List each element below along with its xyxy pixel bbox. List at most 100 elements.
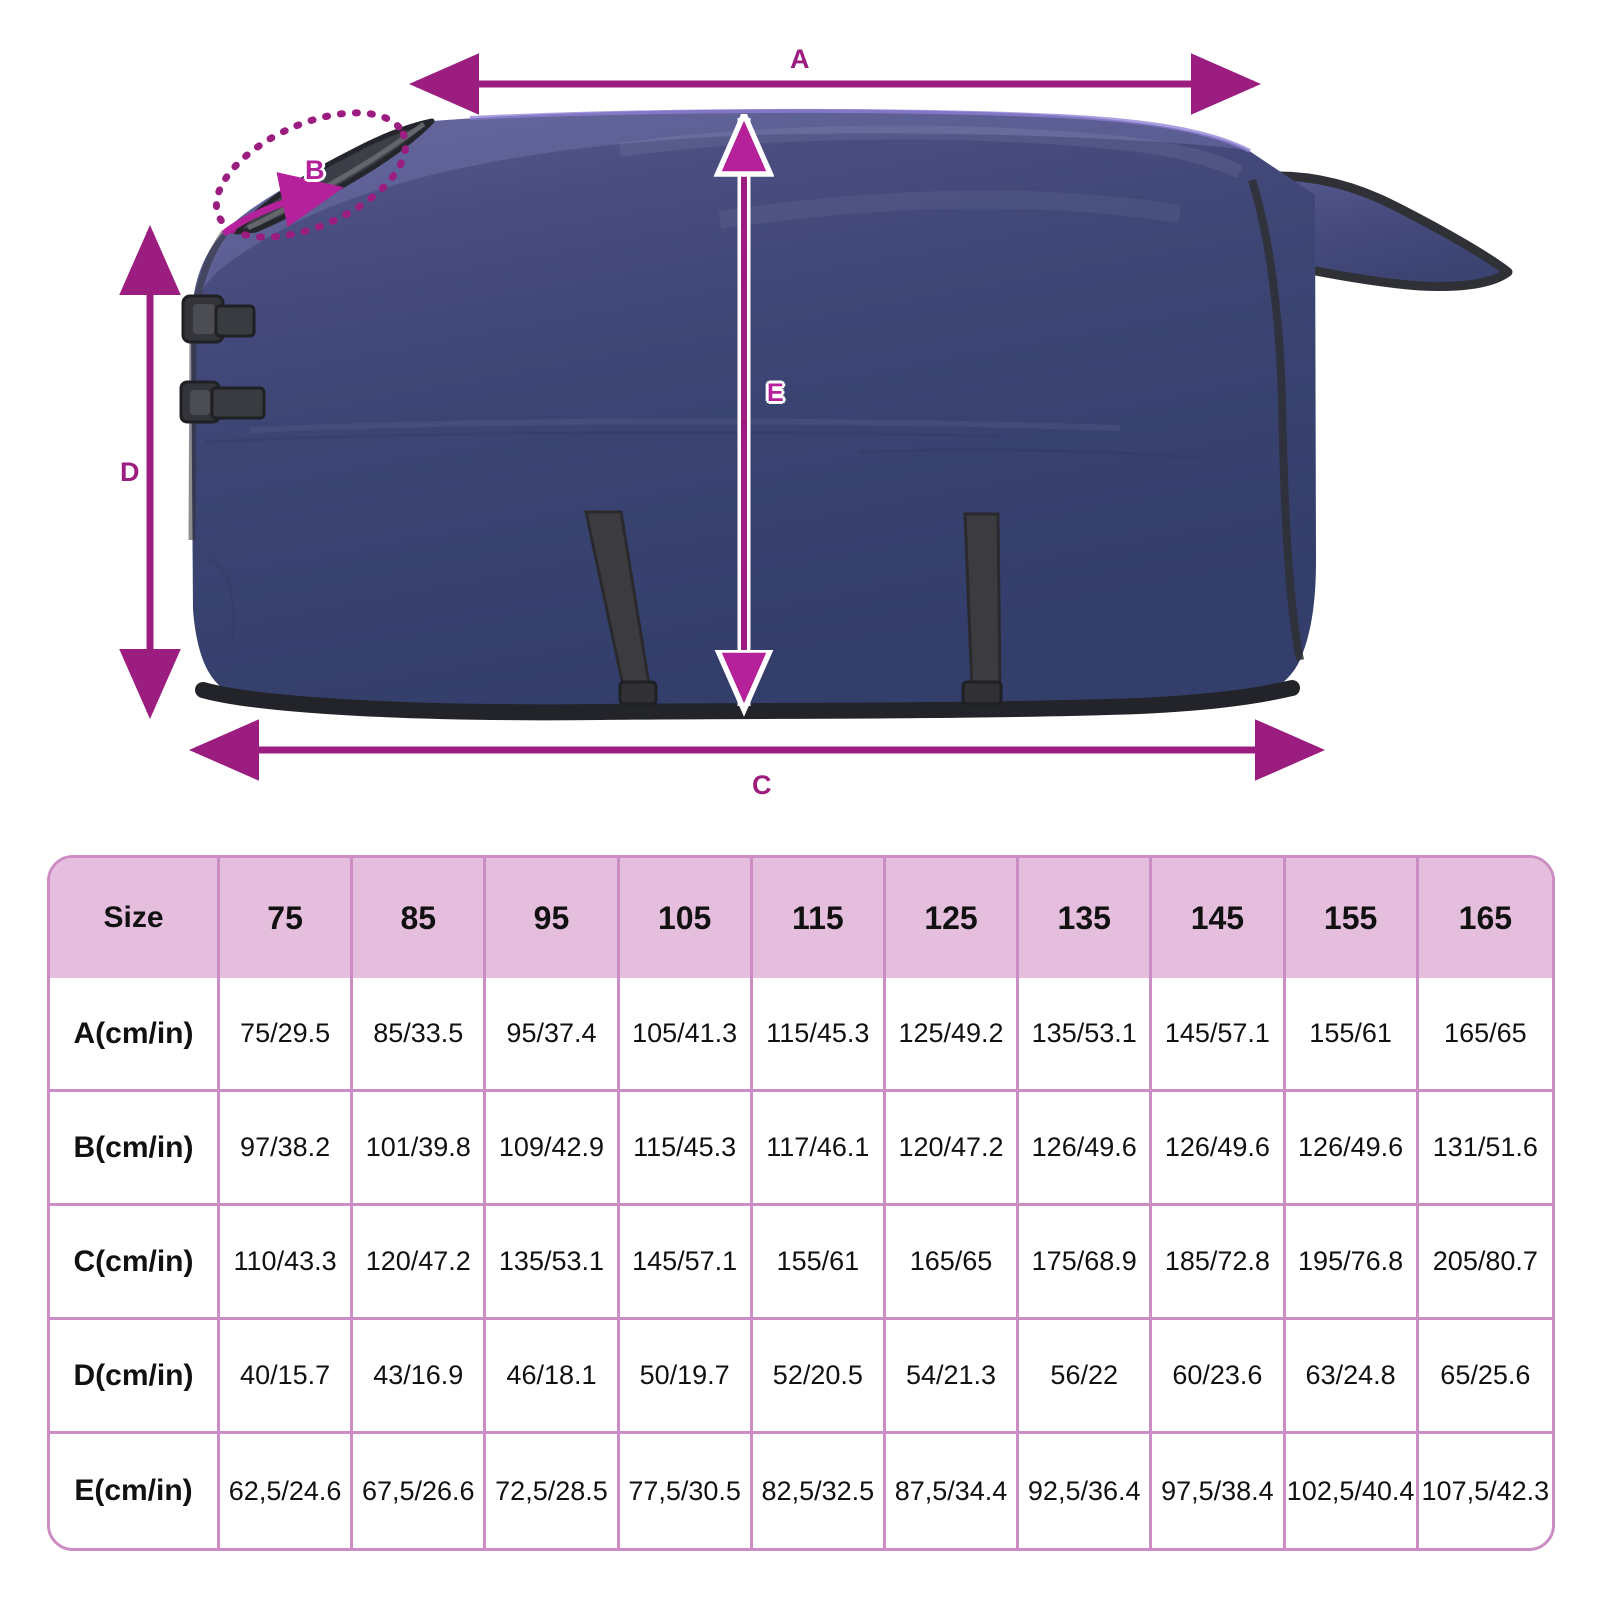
chest-strap-lower bbox=[210, 386, 266, 420]
cell-e-75: 62,5/24.6 bbox=[220, 1434, 354, 1548]
column-header-95: 95 bbox=[486, 858, 620, 978]
table-row: B(cm/in) 97/38.2 101/39.8 109/42.9 115/4… bbox=[50, 1092, 1552, 1206]
dimension-label-D: D bbox=[120, 457, 140, 487]
cell-c-95: 135/53.1 bbox=[486, 1206, 620, 1320]
table-row: D(cm/in) 40/15.7 43/16.9 46/18.1 50/19.7… bbox=[50, 1320, 1552, 1434]
column-header-145: 145 bbox=[1152, 858, 1286, 978]
cell-e-105: 77,5/30.5 bbox=[620, 1434, 753, 1548]
table-row: C(cm/in) 110/43.3 120/47.2 135/53.1 145/… bbox=[50, 1206, 1552, 1320]
cell-e-165: 107,5/42.3 bbox=[1421, 1475, 1550, 1506]
cell-a-115: 115/45.3 bbox=[752, 978, 886, 1092]
cell-e-125: 87,5/34.4 bbox=[886, 1434, 1020, 1548]
cell-d-75: 40/15.7 bbox=[220, 1320, 354, 1434]
cell-e-135: 92,5/36.4 bbox=[1019, 1434, 1153, 1548]
cell-d-155: 63/24.8 bbox=[1285, 1320, 1419, 1434]
column-header-135: 135 bbox=[1019, 858, 1153, 978]
column-header-75: 75 bbox=[220, 858, 354, 978]
blanket-diagram: A B C D E bbox=[119, 44, 1513, 800]
cell-c-85: 120/47.2 bbox=[353, 1206, 487, 1320]
cell-e-95: 72,5/28.5 bbox=[486, 1434, 620, 1548]
cell-a-145: 145/57.1 bbox=[1152, 978, 1286, 1092]
blanket-body bbox=[188, 108, 1513, 721]
cell-c-125: 165/65 bbox=[885, 1206, 1020, 1320]
chest-buckle-lower-inner bbox=[190, 390, 210, 415]
cell-a-165: 165/65 bbox=[1418, 978, 1552, 1092]
blanket-sheen-2 bbox=[718, 190, 1182, 229]
cell-c-75: 110/43.3 bbox=[220, 1206, 354, 1320]
dimension-label-C: C bbox=[752, 770, 772, 800]
cell-d-165: 65/25.6 bbox=[1418, 1320, 1552, 1434]
quilt-line-1 bbox=[204, 431, 1001, 444]
dimension-label-E: E bbox=[767, 379, 784, 407]
cell-a-155: 155/61 bbox=[1285, 978, 1419, 1092]
chest-buckles bbox=[179, 294, 266, 424]
cell-c-155: 195/76.8 bbox=[1285, 1206, 1419, 1320]
column-header-165: 165 bbox=[1418, 858, 1552, 978]
chest-buckle-upper-inner bbox=[193, 304, 215, 334]
cell-b-155: 126/49.6 bbox=[1285, 1092, 1419, 1206]
cell-d-105: 50/19.7 bbox=[619, 1320, 753, 1434]
cell-b-125: 120/47.2 bbox=[885, 1092, 1020, 1206]
size-table: Size 75 85 95 105 115 125 135 145 155 16… bbox=[47, 855, 1555, 1551]
leg-straps bbox=[584, 510, 1003, 706]
table-row: A(cm/in) 75/29.5 85/33.5 95/37.4 105/41.… bbox=[50, 978, 1552, 1092]
cell-e-155: 102,5/40.4 bbox=[1286, 1434, 1419, 1548]
row-label-a: A(cm/in) bbox=[50, 978, 220, 1092]
cell-d-115: 52/20.5 bbox=[752, 1320, 886, 1434]
bottom-binding bbox=[195, 680, 1300, 721]
cell-b-135: 126/49.6 bbox=[1019, 1092, 1153, 1206]
size-table-container: Size 75 85 95 105 115 125 135 145 155 16… bbox=[47, 855, 1555, 1551]
quilt-line-3 bbox=[209, 558, 235, 641]
cell-c-135: 175/68.9 bbox=[1019, 1206, 1153, 1320]
cell-b-165: 131/51.6 bbox=[1418, 1092, 1552, 1206]
cell-d-125: 54/21.3 bbox=[885, 1320, 1020, 1434]
cell-e-85: 67,5/26.6 bbox=[353, 1434, 487, 1548]
leg-strap-right-buckle bbox=[961, 680, 1003, 706]
cell-d-95: 46/18.1 bbox=[486, 1320, 620, 1434]
rear-seam bbox=[1248, 178, 1304, 661]
cell-e-115: 82,5/32.5 bbox=[753, 1434, 886, 1548]
cell-d-145: 60/23.6 bbox=[1152, 1320, 1286, 1434]
cell-c-115: 155/61 bbox=[752, 1206, 886, 1320]
column-header-115: 115 bbox=[752, 858, 886, 978]
cell-b-105: 115/45.3 bbox=[619, 1092, 753, 1206]
leg-strap-right bbox=[963, 512, 1002, 692]
blanket-top-highlight bbox=[191, 109, 1248, 330]
cell-a-75: 75/29.5 bbox=[220, 978, 354, 1092]
cell-c-105: 145/57.1 bbox=[619, 1206, 753, 1320]
row-label-c: C(cm/in) bbox=[50, 1206, 220, 1320]
cell-d-85: 43/16.9 bbox=[353, 1320, 487, 1434]
row-label-d: D(cm/in) bbox=[50, 1320, 220, 1434]
cell-c-145: 185/72.8 bbox=[1152, 1206, 1286, 1320]
cell-b-85: 101/39.8 bbox=[353, 1092, 487, 1206]
quilt-line-2 bbox=[859, 448, 1201, 460]
row-label-b: B(cm/in) bbox=[50, 1092, 220, 1206]
cell-e-145: 97,5/38.4 bbox=[1152, 1434, 1286, 1548]
column-header-125: 125 bbox=[885, 858, 1020, 978]
column-header-155: 155 bbox=[1285, 858, 1419, 978]
size-table-head: Size 75 85 95 105 115 125 135 145 155 16… bbox=[50, 858, 1552, 978]
size-table-body: A(cm/in) 75/29.5 85/33.5 95/37.4 105/41.… bbox=[50, 978, 1552, 1548]
cell-a-135: 135/53.1 bbox=[1019, 978, 1153, 1092]
blanket-main-panel bbox=[191, 109, 1316, 706]
table-row: E(cm/in) 62,5/24.6 67,5/26.6 72,5/28.5 7… bbox=[50, 1434, 1552, 1548]
column-header-85: 85 bbox=[353, 858, 487, 978]
column-header-105: 105 bbox=[619, 858, 753, 978]
cell-b-95: 109/42.9 bbox=[486, 1092, 620, 1206]
column-header-size: Size bbox=[50, 858, 220, 978]
table-header-row: Size 75 85 95 105 115 125 135 145 155 16… bbox=[50, 858, 1552, 978]
blanket-illustration-svg bbox=[119, 53, 1513, 781]
cell-b-145: 126/49.6 bbox=[1152, 1092, 1286, 1206]
cell-a-105: 105/41.3 bbox=[619, 978, 753, 1092]
cell-a-85: 85/33.5 bbox=[353, 978, 487, 1092]
cell-d-135: 56/22 bbox=[1019, 1320, 1153, 1434]
dimension-arrow-B bbox=[222, 172, 344, 236]
dimension-label-A: A bbox=[790, 44, 810, 74]
chest-strap-upper bbox=[214, 304, 256, 338]
cell-a-125: 125/49.2 bbox=[885, 978, 1020, 1092]
cell-b-115: 117/46.1 bbox=[752, 1092, 886, 1206]
cell-b-75: 97/38.2 bbox=[220, 1092, 354, 1206]
cell-a-95: 95/37.4 bbox=[486, 978, 620, 1092]
row-label-e: E(cm/in) bbox=[50, 1434, 220, 1548]
